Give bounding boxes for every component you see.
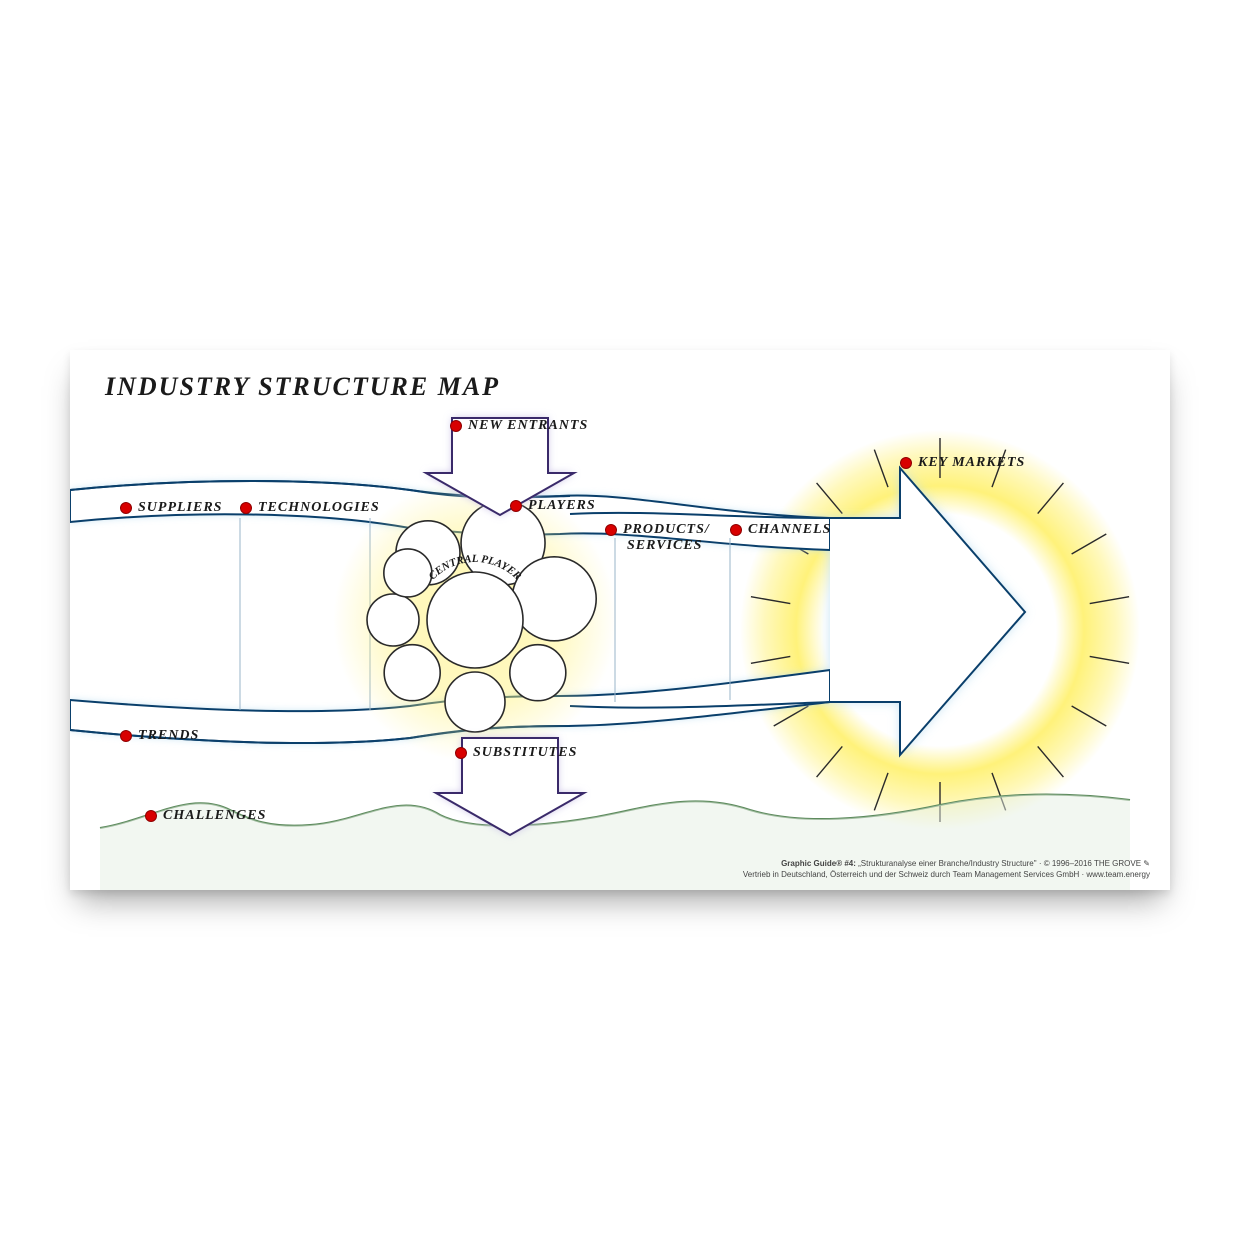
- label-text: SUBSTITUTES: [473, 745, 577, 761]
- bullet-icon: [120, 730, 132, 742]
- label-text: TECHNOLOGIES: [258, 500, 380, 516]
- industry-structure-poster: INDUSTRY STRUCTURE MAP: [70, 350, 1170, 890]
- label-text: KEY MARKETS: [918, 455, 1025, 471]
- label-substitutes: SUBSTITUTES: [455, 745, 577, 761]
- label-trends: TRENDS: [120, 728, 199, 744]
- bullet-icon: [510, 500, 522, 512]
- copyright-footer: Graphic Guide® #4: „Strukturanalyse eine…: [743, 859, 1150, 880]
- label-text: TRENDS: [138, 728, 199, 744]
- label-challenges: CHALLENGES: [145, 808, 266, 824]
- label-text: SUPPLIERS: [138, 500, 222, 516]
- label-text: CHANNELS: [748, 522, 831, 538]
- label-new-entrants: NEW ENTRANTS: [450, 418, 588, 434]
- bullet-icon: [450, 420, 462, 432]
- label-channels: CHANNELS: [730, 522, 831, 538]
- bullet-icon: [145, 810, 157, 822]
- bullet-icon: [240, 502, 252, 514]
- label-text: NEW ENTRANTS: [468, 418, 588, 434]
- label-suppliers: SUPPLIERS: [120, 500, 222, 516]
- label-text: CHALLENGES: [163, 808, 266, 824]
- label-text: PLAYERS: [528, 498, 596, 514]
- label-text: SERVICES: [627, 538, 702, 554]
- bullet-icon: [605, 524, 617, 536]
- label-products: PRODUCTS/: [605, 522, 710, 538]
- bullet-icon: [120, 502, 132, 514]
- label-services: SERVICES: [627, 538, 702, 554]
- label-text: PRODUCTS/: [623, 522, 710, 538]
- label-technologies: TECHNOLOGIES: [240, 500, 380, 516]
- bullet-icon: [900, 457, 912, 469]
- bullet-icon: [455, 747, 467, 759]
- label-players: PLAYERS: [510, 498, 596, 514]
- label-key-markets: KEY MARKETS: [900, 455, 1025, 471]
- central-player-cluster: [333, 478, 617, 762]
- bullet-icon: [730, 524, 742, 536]
- diagram-title: INDUSTRY STRUCTURE MAP: [105, 372, 500, 402]
